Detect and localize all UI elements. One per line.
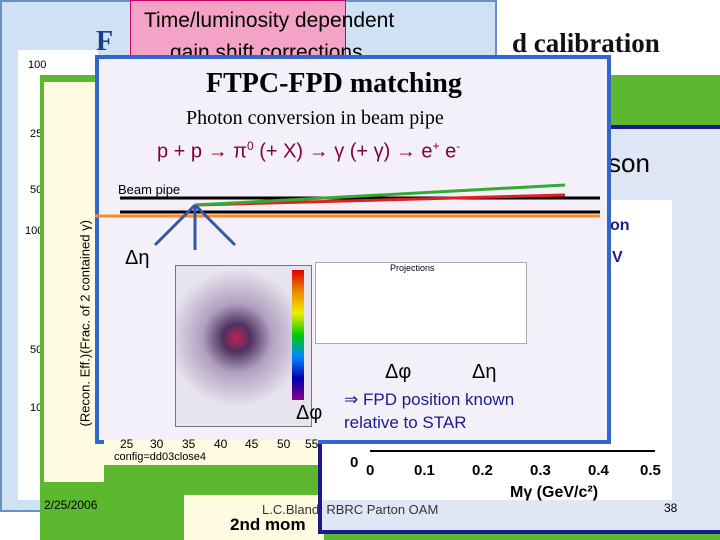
plot-y-zero: 0	[350, 454, 359, 471]
arrow	[193, 203, 237, 247]
x-tick: 40	[214, 437, 228, 451]
dphi-axis-label: Δφ	[296, 402, 323, 424]
plot-x-tick: 0.2	[472, 462, 493, 479]
config-label: config=dd03close4	[114, 451, 207, 463]
blue-fragment: on	[610, 217, 630, 234]
pink-line1: Time/luminosity dependent	[144, 9, 395, 32]
beam-diagram	[95, 183, 600, 250]
y-axis-label: (Recon. Eff.)(Frac. of 2 contained γ)	[77, 220, 93, 427]
eq-part: p + p → π	[157, 140, 247, 163]
plot-x-tick: 0	[366, 462, 375, 479]
footer-author: L.C.Bland, RBRC Parton OAM	[262, 502, 439, 517]
plot-x-tick: 0.5	[640, 462, 661, 479]
track	[194, 183, 566, 207]
projections-panel	[315, 262, 527, 344]
track	[194, 193, 566, 207]
eq-part: e	[439, 140, 457, 163]
x-tick: 30	[150, 437, 164, 451]
conclusion: ⇒ FPD position known	[344, 390, 515, 409]
deta-label: Δη	[125, 247, 150, 269]
arrow	[153, 203, 197, 247]
y-tick: 50	[30, 184, 43, 196]
eq-sup: -	[456, 139, 461, 153]
back-title-right: d calibration	[512, 28, 660, 58]
x-tick: 25	[120, 437, 134, 451]
plot-axis	[370, 450, 655, 452]
green-plot	[44, 82, 104, 482]
tick-strip	[104, 440, 318, 465]
x-tick: 35	[182, 437, 196, 451]
plot-x-label: Mγ (GeV/c²)	[510, 484, 599, 501]
x-tick: 55	[305, 437, 319, 451]
x-tick: 45	[245, 437, 259, 451]
ftpc-title: FTPC-FPD matching	[206, 68, 462, 99]
x-tick: 50	[277, 437, 291, 451]
ftpc-subtitle: Photon conversion in beam pipe	[186, 107, 444, 129]
y-tick: 25	[30, 128, 43, 140]
plot-x-tick: 0.3	[530, 462, 551, 479]
y-tick: 50	[30, 344, 43, 356]
plot-x-tick: 0.4	[588, 462, 609, 479]
y-tick: 10	[30, 402, 43, 414]
green-bottom-text: 2nd mom	[230, 515, 306, 534]
beam-pipe-label: Beam pipe	[118, 182, 181, 197]
footer-page: 38	[664, 501, 678, 515]
proj-deta: Δη	[472, 361, 497, 383]
back-title-left: F	[96, 26, 114, 57]
proj-dphi: Δφ	[385, 361, 412, 383]
blue-fragment: V	[612, 249, 623, 266]
green-lower	[184, 495, 324, 540]
y-tick: 100	[28, 59, 47, 71]
equation: p + p → π0 (+ X) → γ (+ γ) → e+ e-	[157, 140, 460, 162]
color-scale	[292, 270, 304, 400]
blue-title: son	[608, 148, 650, 178]
projections-title: Projections	[390, 263, 435, 273]
y-tick: 100	[25, 225, 44, 237]
scatter-image	[175, 265, 312, 427]
eq-part: (+ X) → γ (+ γ) → e	[253, 140, 433, 163]
conclusion: relative to STAR	[344, 413, 467, 432]
eq-sup: +	[432, 139, 440, 153]
plot-x-tick: 0.1	[414, 462, 435, 479]
footer-date: 2/25/2006	[44, 498, 98, 512]
eq-sup: 0	[246, 139, 254, 153]
